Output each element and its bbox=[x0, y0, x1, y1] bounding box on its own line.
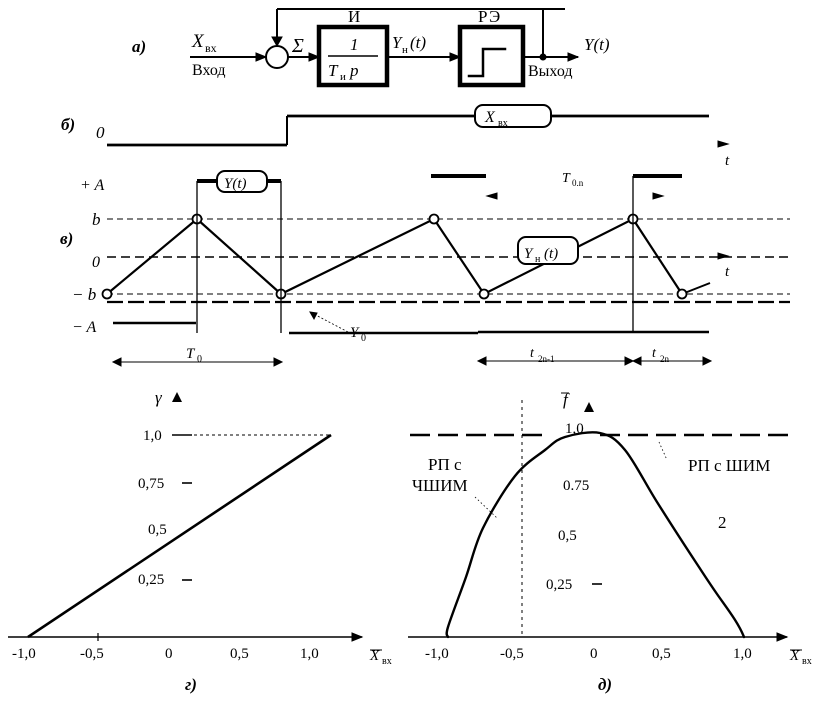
svg-text:− b: − b bbox=[72, 285, 96, 304]
svg-text:0: 0 bbox=[590, 646, 598, 662]
svg-text:РП с ШИМ: РП с ШИМ bbox=[688, 456, 770, 475]
svg-text:0: 0 bbox=[165, 646, 173, 662]
svg-text:1: 1 bbox=[350, 35, 359, 54]
svg-text:X: X bbox=[484, 109, 496, 126]
svg-text:РП с: РП с bbox=[428, 455, 462, 474]
svg-text:(t): (t) bbox=[410, 33, 426, 52]
svg-text:t: t bbox=[530, 346, 535, 361]
svg-text:− A: − A bbox=[72, 319, 97, 336]
svg-text:Σ: Σ bbox=[291, 35, 304, 57]
svg-text:T: T bbox=[562, 171, 571, 186]
svg-text:a): a) bbox=[132, 37, 146, 56]
svg-text:Вход: Вход bbox=[192, 62, 226, 79]
svg-text:+ A: + A bbox=[80, 177, 105, 194]
svg-text:0,75: 0,75 bbox=[138, 476, 164, 492]
svg-text:Y(t): Y(t) bbox=[584, 35, 610, 54]
svg-text:-1,0: -1,0 bbox=[12, 646, 36, 662]
svg-text:0,25: 0,25 bbox=[138, 572, 164, 588]
svg-text:γ: γ bbox=[155, 388, 163, 407]
svg-text:0: 0 bbox=[96, 123, 105, 142]
svg-text:вх: вх bbox=[382, 656, 392, 667]
svg-text:2: 2 bbox=[718, 513, 727, 532]
svg-text:Y(t): Y(t) bbox=[224, 176, 247, 192]
svg-text:-1,0: -1,0 bbox=[425, 646, 449, 662]
svg-text:T: T bbox=[328, 61, 339, 80]
svg-text:0.n: 0.n bbox=[572, 178, 584, 188]
svg-text:д): д) bbox=[598, 675, 612, 694]
svg-text:ЧШИМ: ЧШИМ bbox=[412, 476, 468, 495]
svg-text:t: t bbox=[652, 346, 657, 361]
svg-text:Выход: Выход bbox=[528, 63, 573, 80]
svg-text:0,5: 0,5 bbox=[148, 522, 167, 538]
svg-text:t: t bbox=[725, 264, 730, 280]
svg-text:2n-1: 2n-1 bbox=[538, 354, 555, 364]
svg-text:в): в) bbox=[60, 229, 73, 248]
svg-text:и: и bbox=[340, 71, 346, 83]
svg-text:X: X bbox=[191, 31, 205, 52]
svg-text:0,5: 0,5 bbox=[652, 646, 671, 662]
svg-text:0,5: 0,5 bbox=[230, 646, 249, 662]
svg-text:b: b bbox=[92, 210, 101, 229]
svg-text:-0,5: -0,5 bbox=[500, 646, 524, 662]
svg-text:1,0: 1,0 bbox=[143, 428, 162, 444]
svg-text:вх: вх bbox=[802, 656, 812, 667]
svg-text:-0,5: -0,5 bbox=[80, 646, 104, 662]
svg-text:И: И bbox=[348, 7, 360, 26]
svg-text:1,0: 1,0 bbox=[300, 646, 319, 662]
svg-text:Э: Э bbox=[489, 7, 500, 26]
svg-text:T: T bbox=[186, 346, 196, 362]
svg-text:(t): (t) bbox=[544, 246, 558, 262]
svg-text:н: н bbox=[535, 254, 541, 265]
svg-text:2n: 2n bbox=[660, 354, 670, 364]
svg-text:б): б) bbox=[61, 115, 75, 134]
svg-text:p: p bbox=[349, 61, 359, 80]
svg-text:г): г) bbox=[185, 675, 197, 694]
svg-text:вх: вх bbox=[498, 118, 508, 129]
svg-text:Р: Р bbox=[478, 7, 487, 26]
svg-text:0,5: 0,5 bbox=[558, 528, 577, 544]
svg-text:0: 0 bbox=[361, 333, 366, 344]
svg-text:вх: вх bbox=[205, 41, 217, 55]
svg-text:н: н bbox=[402, 44, 408, 56]
svg-text:0: 0 bbox=[92, 254, 100, 271]
svg-text:0.75: 0.75 bbox=[563, 478, 589, 494]
svg-text:0: 0 bbox=[197, 354, 202, 365]
svg-text:t: t bbox=[725, 153, 730, 169]
svg-text:0,25: 0,25 bbox=[546, 577, 572, 593]
svg-text:1,0: 1,0 bbox=[733, 646, 752, 662]
